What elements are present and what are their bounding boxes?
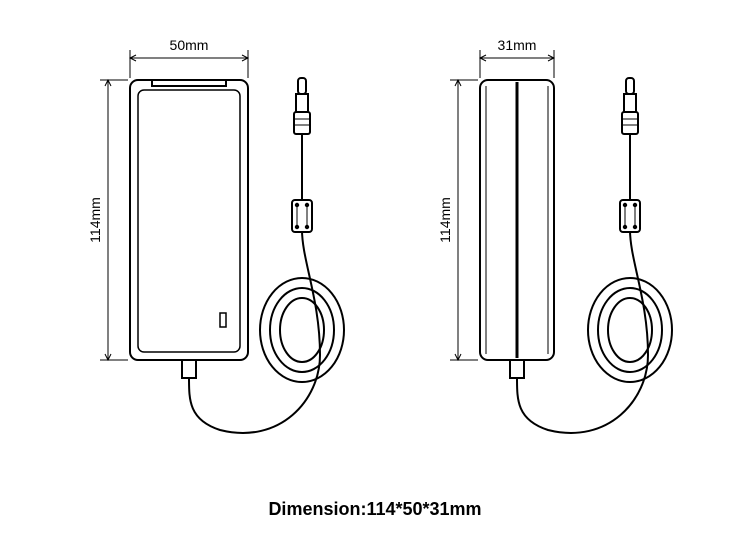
front-cable (189, 130, 344, 433)
side-height-label: 114mm (437, 197, 453, 243)
side-strain-relief (510, 360, 524, 378)
front-body-outer (130, 80, 248, 360)
front-height-label: 114mm (87, 197, 103, 243)
front-ferrite (292, 200, 312, 232)
side-ferrite (620, 200, 640, 232)
technical-drawing-container: 50mm 114mm (0, 0, 750, 550)
front-indicator-slot (220, 313, 226, 327)
dimension-diagram-svg: 50mm 114mm (0, 0, 750, 550)
side-width-label: 31mm (498, 37, 537, 53)
dimension-caption: Dimension:114*50*31mm (0, 499, 750, 520)
side-view: 31mm 114mm (437, 37, 672, 433)
front-strain-relief (182, 360, 196, 378)
front-connector (294, 78, 310, 134)
side-connector (622, 78, 638, 134)
front-width-label: 50mm (170, 37, 209, 53)
side-cable (517, 130, 672, 433)
front-view: 50mm 114mm (87, 37, 344, 433)
